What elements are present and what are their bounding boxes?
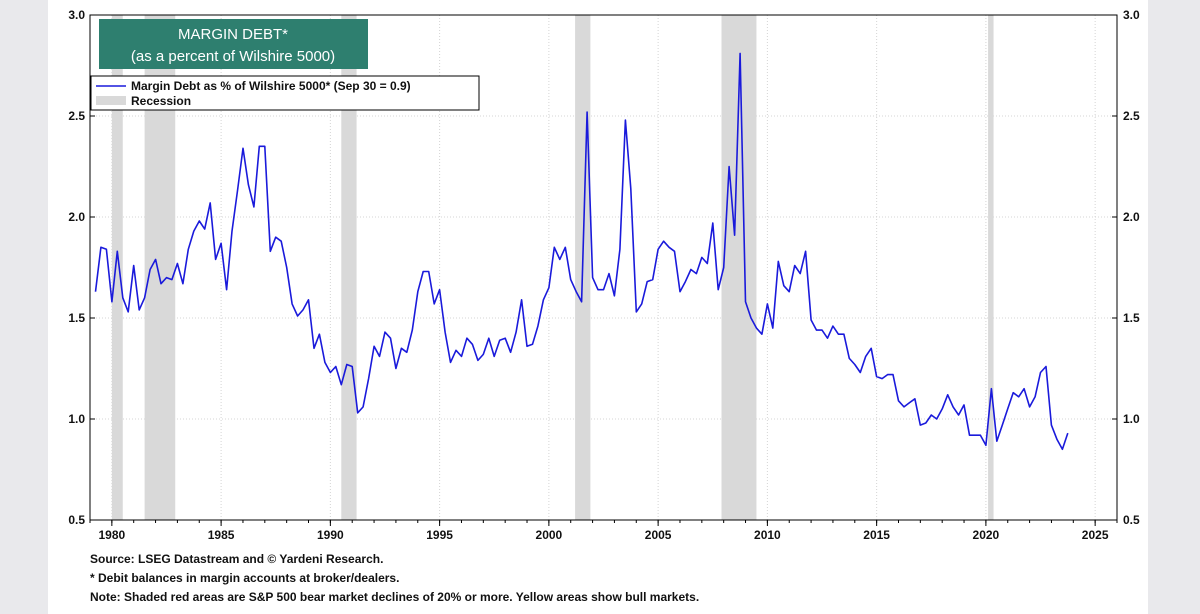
footnote-source: Source: LSEG Datastream and © Yardeni Re… [90, 552, 384, 566]
legend-box [90, 75, 480, 111]
y-axis-left: 0.5 1.0 1.5 2.0 2.5 3.0 [68, 8, 85, 527]
legend-recession-swatch [96, 96, 126, 105]
series-layer [94, 52, 1069, 451]
y-tick-label-left: 1.0 [68, 412, 85, 426]
x-tick-label: 2000 [536, 528, 563, 542]
chart-title-box: MARGIN DEBT* (as a percent of Wilshire 5… [99, 19, 368, 69]
y-tick-label-right: 1.0 [1123, 412, 1140, 426]
x-axis: 1980 1985 1990 1995 2000 2005 2010 2015 2020 2025 [98, 528, 1108, 542]
x-tick-label: 2025 [1082, 528, 1109, 542]
series-line-margin-debt [94, 52, 1069, 451]
y-tick-label-left: 0.5 [68, 513, 85, 527]
x-tick-label: 1995 [426, 528, 453, 542]
recession-band [988, 15, 994, 520]
plot-frame [89, 14, 1118, 526]
x-tick-label: 1985 [208, 528, 235, 542]
chart-title-line2: (as a percent of Wilshire 5000) [131, 48, 335, 65]
y-tick-label-left: 2.0 [68, 210, 85, 224]
footnote-note: Note: Shaded red areas are S&P 500 bear … [90, 590, 700, 604]
x-tick-label: 2015 [863, 528, 890, 542]
legend-recession-label: Recession [131, 94, 191, 108]
y-tick-label-right: 1.5 [1123, 311, 1140, 325]
chart-page: 0.5 1.0 1.5 2.0 2.5 3.0 0.5 1.0 1.5 2.0 2.5 3.0 19… [48, 0, 1148, 614]
y-tick-label-left: 2.5 [68, 109, 85, 123]
legend: Margin Debt as % of Wilshire 5000* (Sep … [90, 75, 480, 111]
plot-border [89, 14, 1118, 521]
y-tick-label-right: 2.0 [1123, 210, 1140, 224]
x-tick-label: 2020 [973, 528, 1000, 542]
legend-series-label: Margin Debt as % of Wilshire 5000* (Sep … [131, 79, 411, 93]
recession-band [111, 15, 123, 520]
title-box-background [99, 19, 368, 69]
recession-band [341, 15, 357, 520]
y-tick-label-right: 0.5 [1123, 513, 1140, 527]
y-tick-label-left: 3.0 [68, 8, 85, 22]
x-tick-label: 1980 [98, 528, 125, 542]
x-tick-label: 1990 [317, 528, 344, 542]
chart: 0.5 1.0 1.5 2.0 2.5 3.0 0.5 1.0 1.5 2.0 2.5 3.0 19… [68, 8, 1140, 542]
footnote-debit: * Debit balances in margin accounts at b… [90, 571, 400, 585]
y-tick-label-right: 2.5 [1123, 109, 1140, 123]
y-tick-label-left: 1.5 [68, 311, 85, 325]
x-tick-label: 2005 [645, 528, 672, 542]
y-tick-label-right: 3.0 [1123, 8, 1140, 22]
x-tick-label: 2010 [754, 528, 781, 542]
chart-title-line1: MARGIN DEBT* [178, 26, 288, 43]
y-axis-right: 0.5 1.0 1.5 2.0 2.5 3.0 [1123, 8, 1140, 527]
